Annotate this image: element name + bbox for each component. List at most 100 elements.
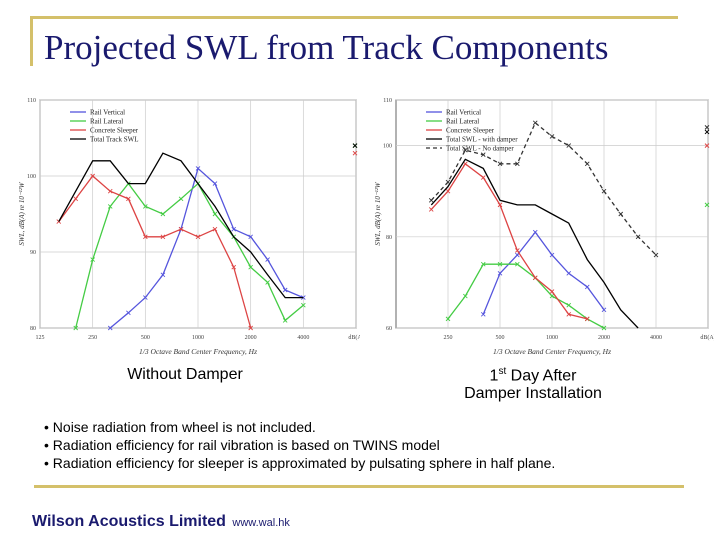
series-line bbox=[75, 182, 304, 329]
total-point bbox=[704, 143, 710, 148]
data-point bbox=[515, 161, 520, 167]
data-point bbox=[549, 289, 555, 294]
caption-without-damper: Without Damper bbox=[90, 366, 280, 384]
legend-label: Total SWL - No damper bbox=[446, 145, 514, 153]
data-point bbox=[480, 261, 486, 267]
data-point bbox=[601, 188, 607, 194]
page-title: Projected SWL from Track Components bbox=[44, 28, 609, 67]
data-point bbox=[566, 312, 572, 317]
legend-label: Concrete Sleeper bbox=[90, 127, 139, 135]
x-tick-label: dB(A) bbox=[348, 334, 360, 341]
total-point bbox=[352, 143, 358, 148]
legend-label: Rail Vertical bbox=[90, 109, 125, 117]
data-point bbox=[126, 310, 131, 316]
x-tick-label: 2000 bbox=[598, 335, 610, 341]
data-point bbox=[584, 284, 590, 290]
legend-label: Rail Lateral bbox=[90, 118, 123, 126]
y-tick-label: 100 bbox=[383, 144, 392, 150]
data-point bbox=[480, 312, 486, 317]
data-point bbox=[549, 252, 555, 258]
note-item: • Noise radiation from wheel is not incl… bbox=[44, 419, 316, 435]
note-item: • Radiation efficiency for rail vibratio… bbox=[44, 437, 440, 453]
data-point bbox=[195, 234, 201, 240]
series-line bbox=[109, 167, 304, 329]
y-tick-label: 60 bbox=[386, 326, 392, 332]
data-point bbox=[212, 211, 218, 217]
data-point bbox=[601, 307, 607, 313]
x-tick-label: 1000 bbox=[192, 335, 204, 341]
data-point bbox=[428, 198, 434, 203]
data-point bbox=[73, 325, 79, 331]
x-tick-label: 250 bbox=[88, 335, 97, 341]
data-point bbox=[601, 325, 607, 331]
data-point bbox=[107, 204, 113, 209]
total-point bbox=[704, 125, 710, 130]
data-point bbox=[107, 188, 113, 194]
x-tick-label: 500 bbox=[141, 335, 150, 341]
series-line bbox=[430, 162, 588, 320]
caption-right-number: 1 bbox=[489, 367, 499, 385]
data-point bbox=[282, 287, 288, 293]
x-tick-label: 4000 bbox=[650, 335, 662, 341]
data-point bbox=[480, 175, 486, 180]
data-point bbox=[463, 293, 468, 299]
data-point bbox=[248, 325, 253, 331]
data-point bbox=[212, 226, 218, 232]
data-point bbox=[231, 226, 237, 232]
data-point bbox=[532, 275, 538, 281]
data-point bbox=[584, 161, 590, 167]
data-point bbox=[107, 325, 113, 331]
x-axis-label: 1/3 Octave Band Center Frequency, Hz bbox=[139, 347, 257, 356]
data-point bbox=[160, 272, 166, 278]
footer-url: www.wal.hk bbox=[232, 517, 290, 529]
data-point bbox=[212, 181, 218, 186]
data-point bbox=[195, 166, 201, 171]
data-point bbox=[160, 234, 166, 240]
data-point bbox=[549, 134, 555, 139]
series-line bbox=[430, 121, 657, 256]
data-point bbox=[515, 248, 520, 253]
legend-label: Rail Vertical bbox=[446, 109, 481, 117]
footer: Wilson Acoustics Limited www.wal.hk bbox=[32, 513, 290, 531]
legend-label: Rail Lateral bbox=[446, 118, 479, 126]
data-point bbox=[282, 318, 288, 323]
data-point bbox=[265, 280, 270, 285]
data-point bbox=[463, 147, 468, 153]
data-point bbox=[515, 261, 520, 267]
data-point bbox=[301, 295, 306, 300]
y-tick-label: 110 bbox=[27, 98, 36, 104]
data-point bbox=[653, 252, 659, 258]
top-accent-line bbox=[30, 16, 678, 19]
data-point bbox=[445, 179, 451, 185]
legend-label: Total Track SWL bbox=[90, 136, 139, 144]
data-point bbox=[480, 152, 486, 158]
legend-label: Concrete Sleeper bbox=[446, 127, 495, 135]
note-item: • Radiation efficiency for sleeper is ap… bbox=[44, 455, 556, 471]
data-point bbox=[497, 202, 503, 208]
data-point bbox=[497, 261, 503, 267]
chart-without-damper: 125 250 500 1000 2000 4000 dB(A) 80 90 100 110 1/3 … bbox=[14, 92, 360, 360]
data-point bbox=[143, 234, 148, 240]
data-point bbox=[618, 211, 624, 217]
data-point bbox=[566, 270, 572, 276]
data-point bbox=[635, 234, 641, 240]
series-line bbox=[482, 231, 605, 315]
bottom-accent-line bbox=[34, 485, 684, 488]
data-point bbox=[143, 295, 148, 300]
data-point bbox=[178, 226, 184, 232]
data-point bbox=[248, 234, 253, 240]
series-line bbox=[447, 263, 605, 329]
data-point bbox=[265, 257, 270, 262]
total-point bbox=[352, 150, 358, 156]
caption-right-text: Day After bbox=[506, 367, 577, 385]
caption-left-text: Without Damper bbox=[127, 366, 243, 383]
x-tick-label: 500 bbox=[496, 335, 505, 341]
data-point bbox=[532, 120, 538, 126]
chart-after-damper: 250 500 1000 2000 4000 dB(A) 60 80 100 110 1/3 Oct… bbox=[368, 92, 714, 360]
data-point bbox=[566, 143, 572, 148]
y-tick-label: 90 bbox=[30, 250, 36, 256]
data-point bbox=[178, 196, 184, 202]
data-point bbox=[549, 293, 555, 299]
left-accent-line bbox=[30, 16, 33, 66]
data-point bbox=[566, 302, 572, 308]
